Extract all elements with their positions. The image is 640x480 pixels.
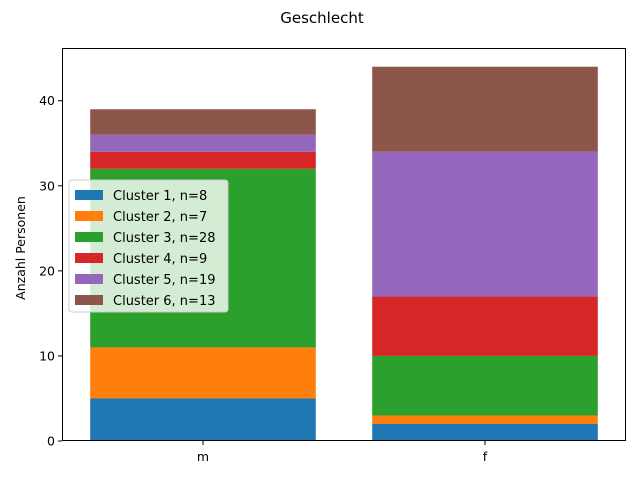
bar-segment-m-cluster-1 — [90, 398, 316, 441]
plot-frame — [62, 48, 626, 441]
bar-segment-f-cluster-5 — [372, 151, 598, 297]
legend-swatch — [75, 253, 103, 263]
bar-segment-f-cluster-6 — [372, 66, 598, 152]
y-tick-label: 40 — [39, 93, 55, 108]
bar-segment-m-cluster-4 — [90, 151, 316, 169]
legend-label: Cluster 4, n=9 — [113, 252, 207, 267]
bar-segment-m-cluster-6 — [90, 109, 316, 135]
y-axis-label: Anzahl Personen — [13, 196, 28, 300]
legend-swatch — [75, 232, 103, 242]
bar-segment-m-cluster-2 — [90, 347, 316, 399]
bar-segment-m-cluster-5 — [90, 134, 316, 152]
legend-label: Cluster 6, n=13 — [113, 294, 215, 309]
legend-label: Cluster 3, n=28 — [113, 231, 215, 246]
legend-swatch — [75, 190, 103, 200]
y-tick-label: 10 — [39, 348, 55, 363]
bar-segment-f-cluster-1 — [372, 423, 598, 441]
legend-swatch — [75, 211, 103, 221]
legend-label: Cluster 5, n=19 — [113, 273, 215, 288]
y-tick-label: 0 — [47, 434, 55, 449]
y-axis-ticks: 0 10 20 30 40 — [39, 93, 62, 449]
bar-segment-f-cluster-3 — [372, 355, 598, 416]
x-tick-label: f — [483, 449, 488, 464]
bars-group — [90, 66, 598, 441]
bar-segment-f-cluster-2 — [372, 415, 598, 424]
legend-label: Cluster 2, n=7 — [113, 210, 207, 225]
y-tick-label: 30 — [39, 178, 55, 193]
legend-box — [68, 179, 229, 313]
x-tick-label: m — [197, 449, 209, 464]
legend-label: Cluster 1, n=8 — [113, 189, 207, 204]
y-tick-label: 20 — [39, 263, 55, 278]
legend: Cluster 1, n=8 Cluster 2, n=7 Cluster 3, n… — [68, 179, 229, 313]
legend-swatch — [75, 274, 103, 284]
bar-segment-f-cluster-4 — [372, 296, 598, 356]
legend-swatch — [75, 295, 103, 305]
chart-title: Geschlecht — [280, 9, 364, 27]
